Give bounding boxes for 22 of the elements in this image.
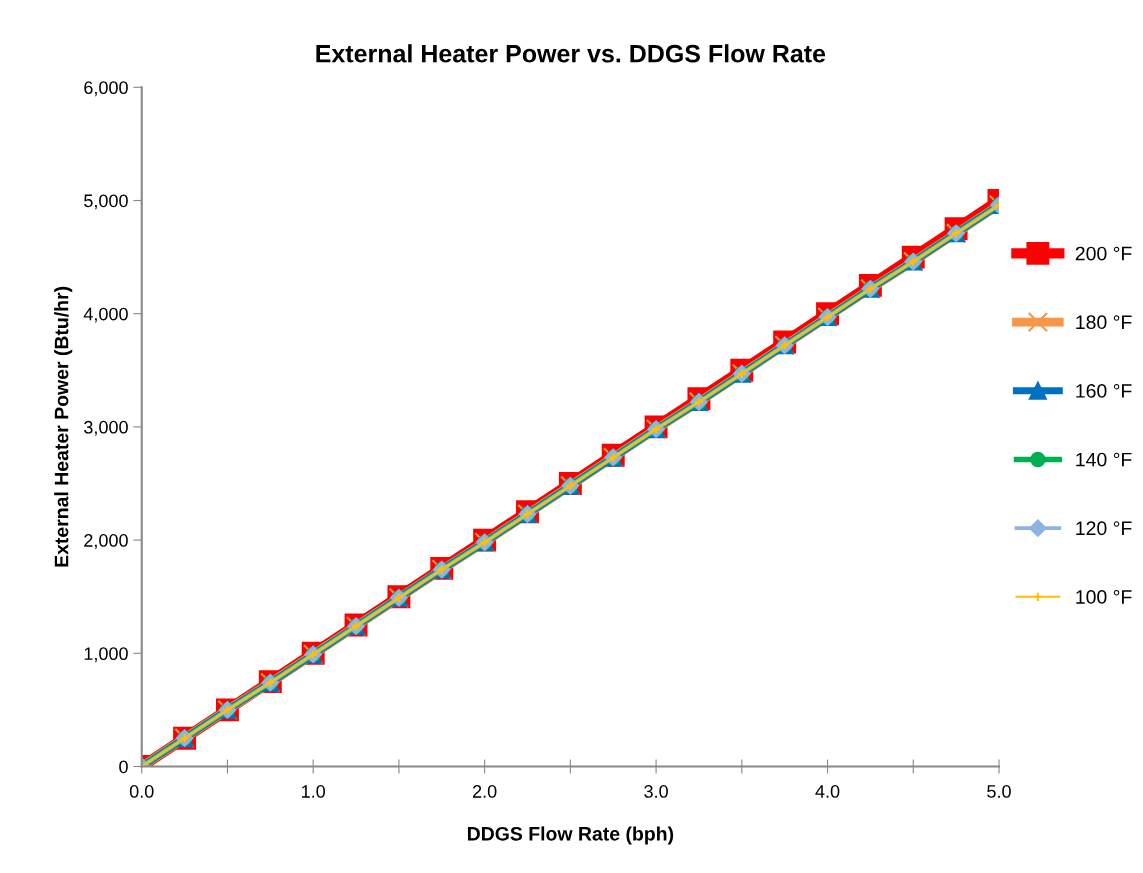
y-tick-label: 2,000 — [84, 534, 128, 549]
legend-label: 180 °F — [1076, 315, 1132, 330]
y-tick-label: 0 — [119, 760, 128, 774]
y-axis-title: External Heater Power (Btu/hr) — [54, 286, 73, 567]
y-tick-label: 3,000 — [84, 420, 128, 436]
y-tick-label: 6,000 — [84, 81, 128, 97]
x-tick-label: 1.0 — [302, 785, 326, 798]
legend-label: 160 °F — [1076, 384, 1132, 398]
x-tick-label: 5.0 — [987, 785, 1011, 798]
y-tick-label: 1,000 — [84, 647, 128, 663]
y-tick-label: 5,000 — [84, 194, 128, 210]
x-tick-label: 2.0 — [472, 785, 497, 798]
legend-label: 140 °F — [1076, 452, 1132, 467]
x-tick-label: 0.0 — [129, 785, 154, 798]
legend-label: 200 °F — [1075, 246, 1132, 261]
legend-label: 100 °F — [1076, 590, 1132, 604]
chart-title: External Heater Power vs. DDGS Flow Rate — [316, 44, 826, 63]
legend-label: 120 °F — [1076, 521, 1132, 536]
y-tick-label: 4,000 — [83, 307, 128, 323]
x-tick-label: 3.0 — [644, 785, 668, 798]
x-axis-title: DDGS Flow Rate (bph) — [467, 826, 674, 845]
x-tick-label: 4.0 — [815, 785, 840, 798]
